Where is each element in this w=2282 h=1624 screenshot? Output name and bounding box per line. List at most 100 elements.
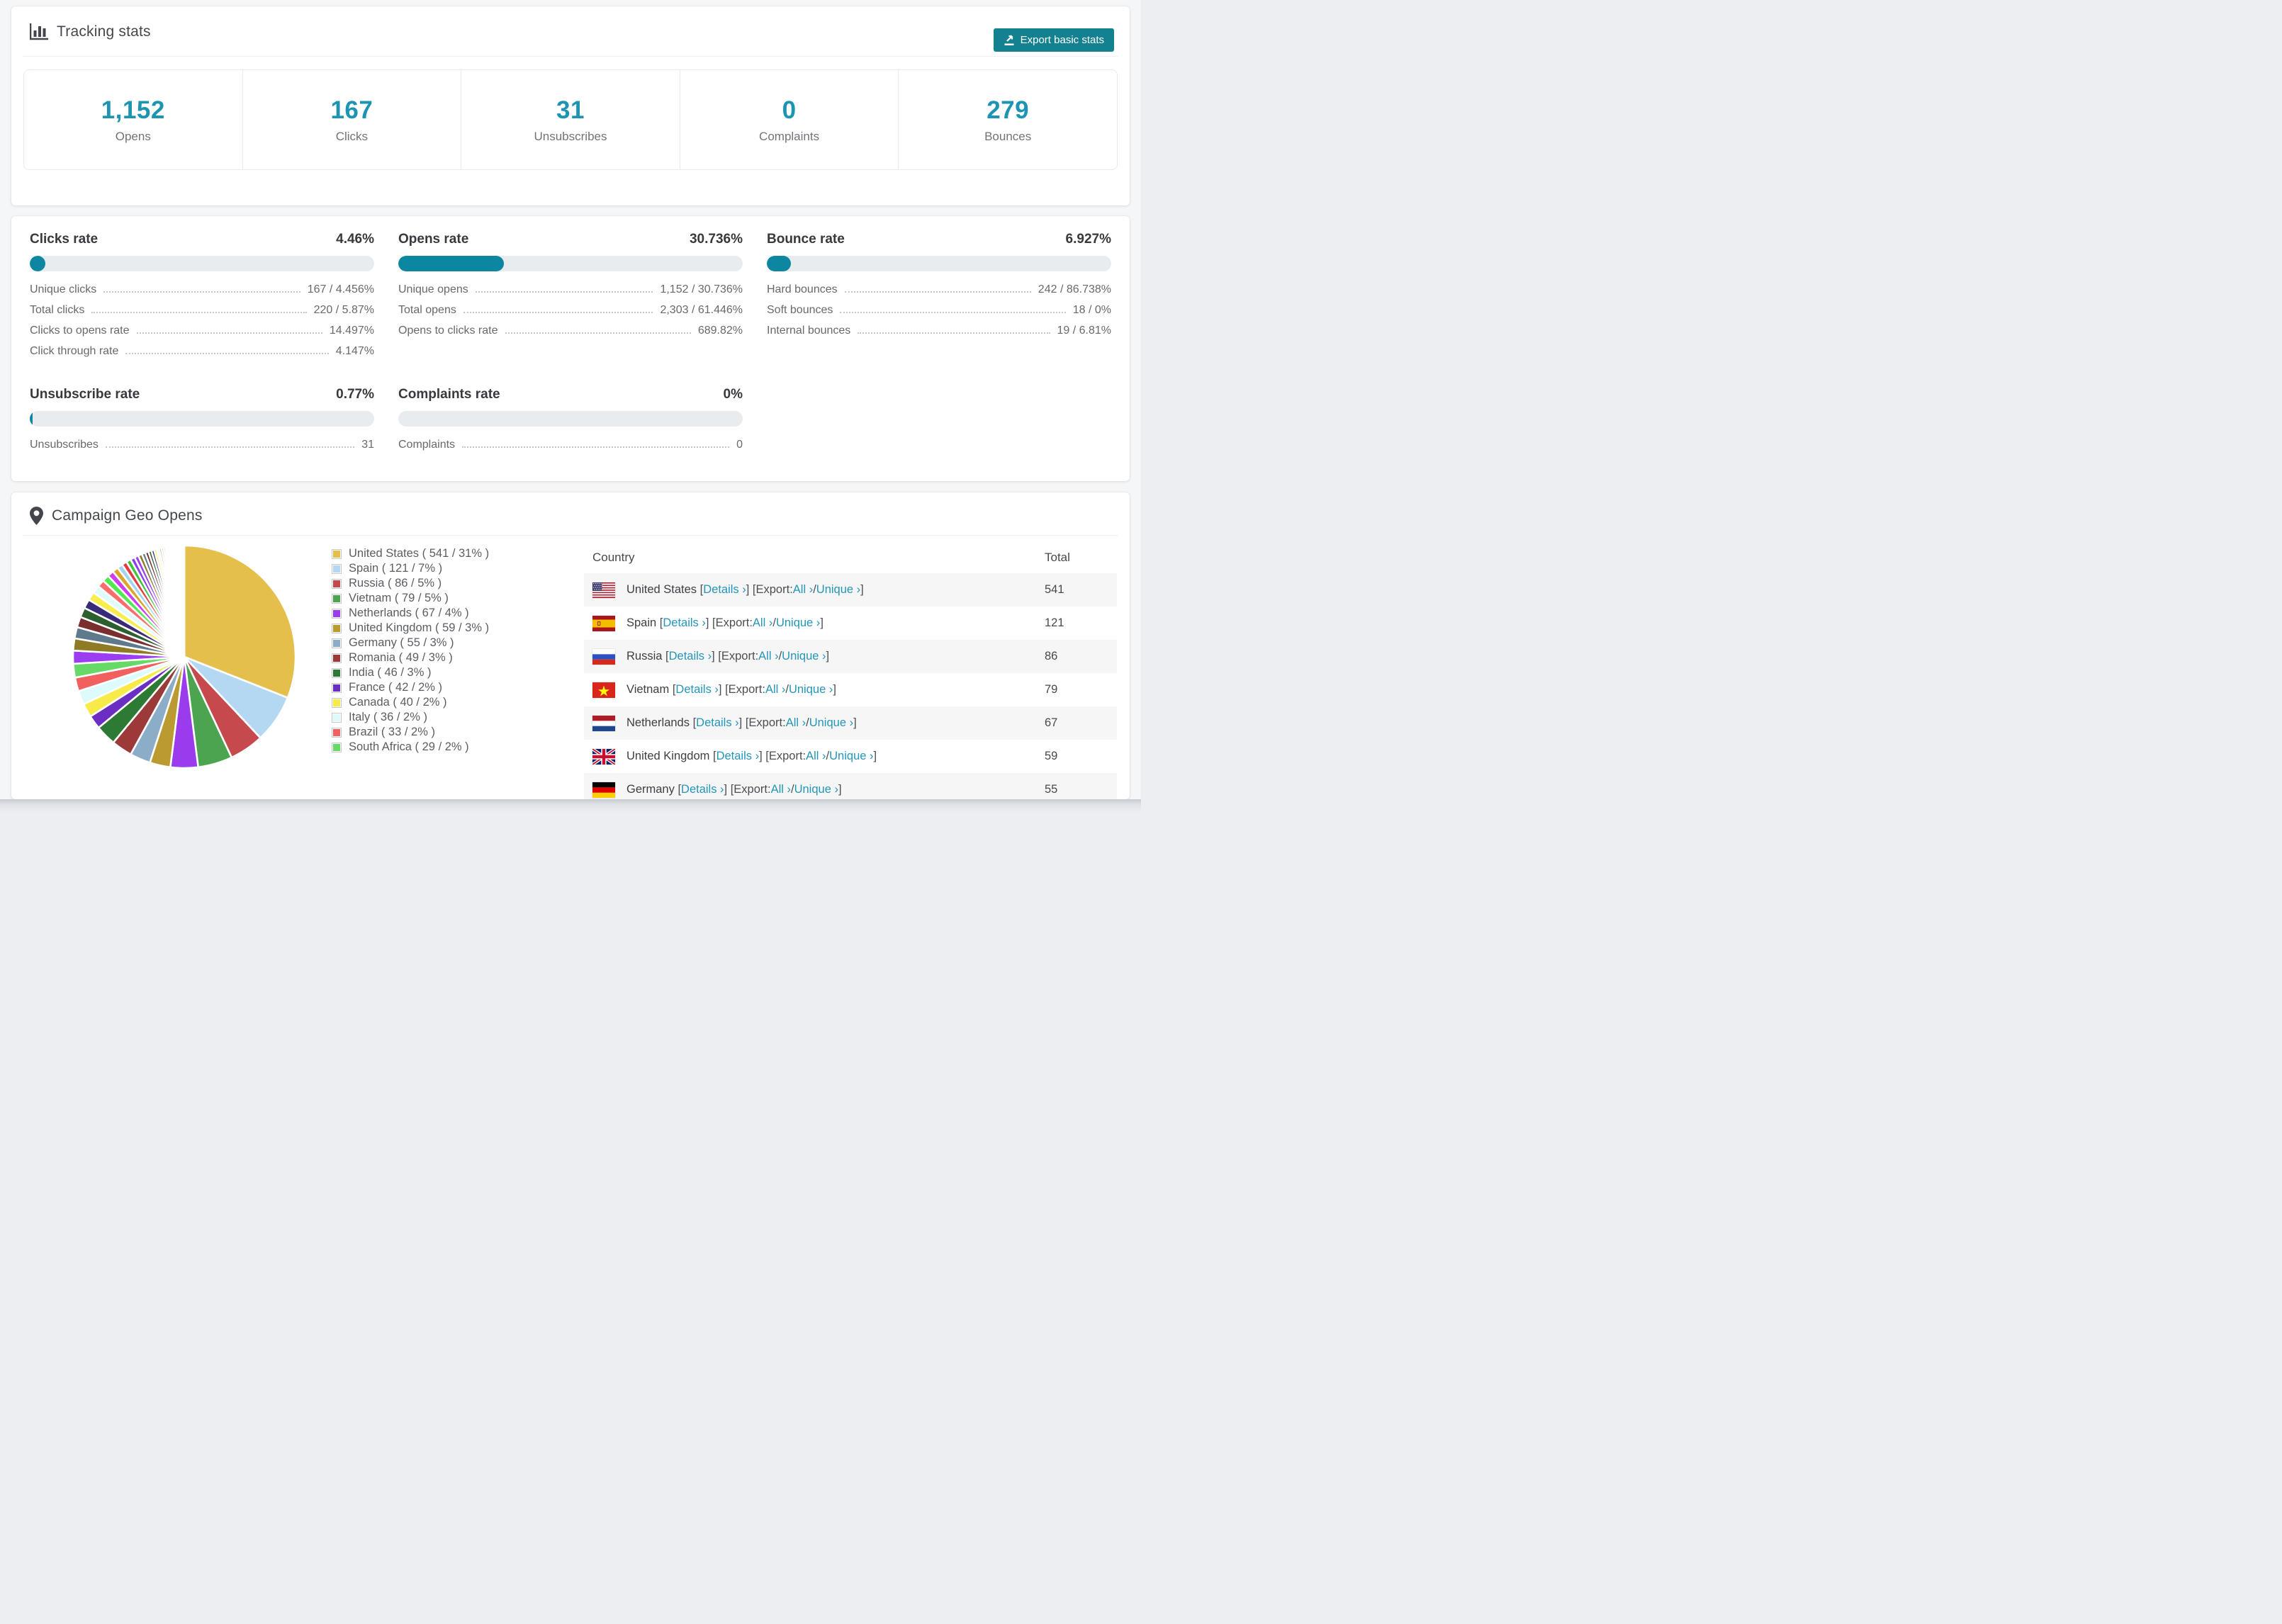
legend-swatch [332,608,342,619]
export-unique-link[interactable]: Unique › [809,716,854,729]
table-row-ru: Russia [Details ›] [Export: All › / Uniq… [584,640,1117,673]
export-all-link[interactable]: All › [792,583,814,596]
stat-line-value: 19 / 6.81% [1057,325,1112,337]
legend-label: India ( 46 / 3% ) [349,666,432,679]
stat-cell: 0 Complaints [680,70,899,169]
details-link[interactable]: Details › [703,583,746,596]
legend-label: Russia ( 86 / 5% ) [349,577,442,590]
export-unique-link[interactable]: Unique › [782,650,826,662]
export-unique-link[interactable]: Unique › [788,683,833,696]
stat-line: Total clicks 220 / 5.87% [30,304,374,325]
rate-value: 0% [723,387,743,402]
export-unique-link[interactable]: Unique › [829,750,874,762]
export-basic-stats-button[interactable]: Export basic stats [993,28,1114,52]
dotted-leader [462,446,730,448]
stat-line: Unique clicks 167 / 4.456% [30,283,374,304]
dotted-leader [463,312,653,313]
bracket: [ [709,750,716,762]
legend-item[interactable]: Vietnam ( 79 / 5% ) [332,591,489,606]
legend-item[interactable]: United Kingdom ( 59 / 3% ) [332,621,489,636]
legend-swatch [332,578,342,589]
export-all-link[interactable]: All › [758,650,779,662]
export-all-link[interactable]: All › [785,716,806,729]
export-text: ] [Export: [718,683,765,696]
country-total: 55 [1045,783,1058,796]
country-name: United States [626,583,697,596]
stat-line-label: Internal bounces [767,325,851,337]
legend-item[interactable]: India ( 46 / 3% ) [332,665,489,680]
legend-swatch [332,727,342,738]
legend-label: United States ( 541 / 31% ) [349,547,490,560]
legend-label: South Africa ( 29 / 2% ) [349,740,469,753]
details-link[interactable]: Details › [696,716,739,729]
details-link[interactable]: Details › [675,683,719,696]
legend-swatch [332,563,342,574]
stat-cell: 167 Clicks [243,70,462,169]
legend-item[interactable]: Brazil ( 33 / 2% ) [332,725,489,740]
rates-grid: Clicks rate 4.46% Unique clicks 167 / 4.456… [30,232,1111,459]
rate-panel-clicks-rate: Clicks rate 4.46% Unique clicks 167 / 4.456… [30,232,374,366]
legend-item[interactable]: South Africa ( 29 / 2% ) [332,740,489,755]
legend-swatch [332,638,342,648]
bracket-close: ] [873,750,877,762]
stat-line-label: Total opens [398,304,456,316]
dotted-leader [505,332,691,334]
progress-bar [30,411,374,427]
column-country: Country [592,551,635,564]
dotted-leader [840,312,1066,313]
flag-vn-icon [592,682,615,698]
stat-line-value: 31 [361,439,374,451]
stat-line-value: 0 [736,439,743,451]
legend-swatch [332,593,342,604]
stat-label: Complaints [759,129,820,143]
stat-label: Clicks [335,129,369,143]
details-link[interactable]: Details › [716,750,760,762]
bar-chart-icon [30,23,48,40]
export-unique-link[interactable]: Unique › [775,616,821,629]
bracket-close: ] [826,650,830,662]
legend-item[interactable]: United States ( 541 / 31% ) [332,546,489,561]
progress-fill [767,256,791,271]
details-link[interactable]: Details › [663,616,706,629]
dotted-leader [105,446,355,448]
pie-slice-united-states[interactable] [183,544,297,699]
legend-item[interactable]: Netherlands ( 67 / 4% ) [332,606,489,621]
export-text: ] [Export: [712,650,759,662]
export-unique-link[interactable]: Unique › [794,783,838,796]
country-total: 541 [1045,583,1064,596]
stat-line: Complaints 0 [398,439,743,459]
rate-value: 30.736% [689,232,743,247]
legend-item[interactable]: Italy ( 36 / 2% ) [332,710,489,725]
legend-item[interactable]: France ( 42 / 2% ) [332,680,489,695]
legend-label: Germany ( 55 / 3% ) [349,636,454,649]
export-all-link[interactable]: All › [752,616,773,629]
stat-label: Unsubscribes [534,129,607,143]
legend-item[interactable]: Russia ( 86 / 5% ) [332,576,489,591]
legend-item[interactable]: Spain ( 121 / 7% ) [332,561,489,576]
details-link[interactable]: Details › [681,783,724,796]
legend-item[interactable]: Germany ( 55 / 3% ) [332,636,489,650]
export-all-link[interactable]: All › [806,750,826,762]
stats-row: 1,152 Opens 167 Clicks 31 Unsubscribes 0 Compla… [23,69,1118,170]
dotted-leader [91,312,307,313]
progress-bar [398,411,743,427]
legend-item[interactable]: Canada ( 40 / 2% ) [332,695,489,710]
geo-divider [23,535,1118,536]
tracking-stats-card: Tracking stats Export basic stats 1,152 O… [11,6,1130,205]
country-total: 86 [1045,650,1058,662]
rate-title: Unsubscribe rate [30,387,140,402]
flag-us-icon [592,582,615,598]
details-link[interactable]: Details › [668,650,712,662]
legend-swatch [332,682,342,693]
export-unique-link[interactable]: Unique › [816,583,861,596]
campaign-geo-opens-card: Campaign Geo Opens United States ( 541 /… [11,492,1130,799]
export-all-link[interactable]: All › [765,683,786,696]
stat-line-value: 18 / 0% [1072,304,1111,316]
stat-cell: 1,152 Opens [24,70,243,169]
legend-item[interactable]: Romania ( 49 / 3% ) [332,650,489,665]
flag-ru-icon [592,648,615,665]
geo-table: Country Total United States [Details ›] … [584,542,1117,799]
flag-es-icon [592,615,615,631]
export-all-link[interactable]: All › [770,783,791,796]
export-text: ] [Export: [724,783,771,796]
